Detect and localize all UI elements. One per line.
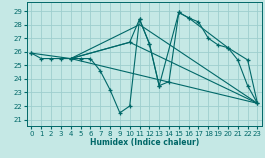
X-axis label: Humidex (Indice chaleur): Humidex (Indice chaleur) (90, 138, 199, 147)
